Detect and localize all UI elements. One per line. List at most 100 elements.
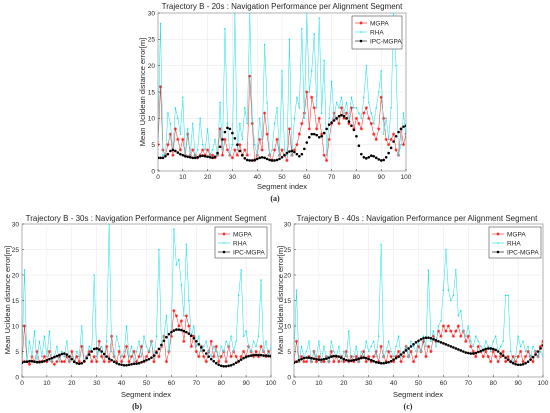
point-mgpa (514, 360, 518, 364)
point-mgpa (364, 106, 368, 110)
point-rha (372, 122, 375, 125)
point-ipc-mgpa (43, 359, 46, 363)
point-rha (310, 70, 313, 72)
point-mgpa (260, 148, 264, 152)
point-ipc-mgpa (169, 149, 172, 153)
point-rha (252, 340, 255, 343)
point-ipc-mgpa (317, 135, 321, 139)
point-mgpa (332, 360, 336, 364)
point-ipc-mgpa (190, 334, 193, 337)
point-ipc-mgpa (305, 356, 308, 359)
point-ipc-mgpa (227, 364, 230, 368)
point-mgpa (173, 127, 177, 131)
point-ipc-mgpa (63, 352, 66, 355)
point-rha (350, 96, 353, 99)
point-ipc-mgpa (536, 350, 540, 353)
point-ipc-mgpa (35, 360, 39, 364)
point-ipc-mgpa (297, 358, 301, 362)
point-mgpa (379, 344, 383, 348)
point-mgpa (347, 122, 351, 126)
point-rha (325, 154, 328, 156)
point-ipc-mgpa (387, 151, 390, 155)
point-ipc-mgpa (437, 340, 440, 343)
point-rha (135, 350, 138, 353)
point-ipc-mgpa (135, 362, 138, 366)
point-mgpa (471, 349, 475, 354)
point-rha (256, 154, 259, 156)
point-mgpa (251, 355, 256, 359)
point-mgpa (354, 116, 358, 120)
point-ipc-mgpa (320, 134, 323, 138)
point-ipc-mgpa (327, 356, 331, 359)
point-ipc-mgpa (444, 343, 448, 346)
point-rha (492, 340, 495, 343)
point-mgpa (134, 360, 139, 364)
point-ipc-mgpa (87, 353, 91, 356)
point-ipc-mgpa (524, 361, 527, 365)
point-rha (204, 149, 206, 151)
point-ipc-mgpa (38, 360, 41, 364)
y-tick-label: 30 (148, 10, 156, 17)
point-rha (270, 345, 271, 348)
point-ipc-mgpa (300, 357, 303, 361)
series-rha (158, 13, 406, 157)
legend-label: RHA (507, 240, 521, 247)
point-mgpa (349, 355, 353, 359)
point-ipc-mgpa (140, 360, 143, 364)
point-mgpa (77, 360, 81, 364)
point-rha (390, 107, 392, 109)
point-mgpa (57, 355, 61, 359)
point-mgpa (369, 360, 373, 364)
point-mgpa (464, 339, 468, 343)
point-ipc-mgpa (322, 131, 326, 135)
point-mgpa (157, 355, 161, 359)
point-ipc-mgpa (201, 154, 204, 158)
point-rha (357, 360, 360, 363)
point-rha (355, 107, 358, 109)
point-ipc-mgpa (244, 355, 248, 359)
point-ipc-mgpa (402, 351, 405, 354)
point-rha (271, 149, 273, 151)
point-rha (542, 355, 543, 358)
point-rha (46, 355, 48, 358)
point-mgpa (501, 349, 505, 354)
point-rha (392, 355, 395, 358)
point-ipc-mgpa (509, 360, 512, 364)
point-rha (150, 340, 153, 343)
point-rha (123, 350, 125, 353)
point-rha (400, 355, 402, 358)
point-rha (382, 133, 385, 135)
y-tick-label: 30 (12, 221, 20, 228)
point-mgpa (454, 329, 458, 333)
point-mgpa (431, 334, 436, 338)
y-tick-label: 5 (287, 349, 291, 356)
point-ipc-mgpa (360, 152, 363, 156)
point-ipc-mgpa (439, 341, 443, 344)
point-mgpa (60, 360, 64, 364)
point-rha (323, 59, 325, 62)
point-ipc-mgpa (457, 348, 460, 351)
point-ipc-mgpa (486, 347, 490, 350)
point-ipc-mgpa (182, 329, 186, 333)
point-ipc-mgpa (489, 347, 493, 350)
point-mgpa (307, 127, 311, 131)
point-mgpa (225, 148, 230, 152)
point-rha (260, 279, 262, 281)
point-mgpa (392, 360, 396, 364)
point-ipc-mgpa (310, 356, 313, 360)
point-rha (276, 107, 278, 109)
point-mgpa (382, 116, 386, 120)
point-ipc-mgpa (127, 363, 131, 367)
point-rha (340, 96, 343, 99)
point-mgpa (436, 329, 441, 333)
point-mgpa (120, 360, 124, 364)
point-rha (217, 355, 220, 358)
point-mgpa (172, 309, 176, 313)
point-rha (212, 345, 215, 348)
point-rha (200, 350, 203, 353)
point-ipc-mgpa (300, 152, 304, 156)
point-mgpa (22, 324, 27, 328)
point-ipc-mgpa (330, 121, 333, 124)
panel-b-series (22, 224, 271, 368)
